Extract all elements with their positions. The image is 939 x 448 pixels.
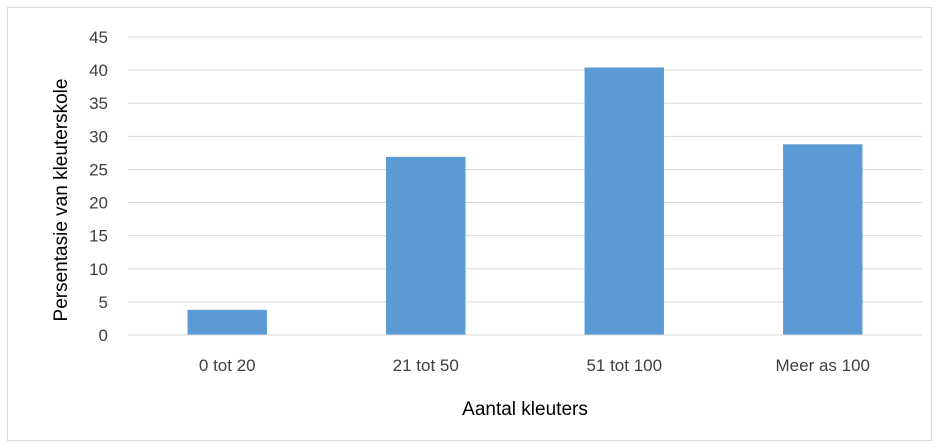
x-tick-label: 0 tot 20 [199, 356, 256, 375]
y-tick-label: 5 [99, 293, 108, 312]
y-tick-label: 45 [89, 28, 108, 47]
y-tick-label: 15 [89, 227, 108, 246]
y-tick-label: 10 [89, 260, 108, 279]
x-axis-title: Aantal kleuters [462, 399, 588, 420]
y-tick-label: 20 [89, 194, 108, 213]
bar [783, 144, 863, 335]
bar [187, 309, 267, 335]
x-tick-label: 51 tot 100 [586, 356, 662, 375]
y-tick-label: 25 [89, 160, 108, 179]
x-tick-label: Meer as 100 [776, 356, 871, 375]
y-tick-label: 35 [89, 94, 108, 113]
y-tick-labels: 0 5 10 15 20 25 30 35 40 45 [89, 28, 108, 345]
bars [187, 67, 863, 335]
y-tick-label: 0 [99, 326, 108, 345]
y-axis-title: Persentasie van kleuterskole [51, 79, 72, 322]
y-tick-label: 40 [89, 61, 108, 80]
y-tick-label: 30 [89, 127, 108, 146]
x-tick-label: 21 tot 50 [393, 356, 459, 375]
bar [386, 156, 466, 335]
chart-frame [7, 7, 932, 441]
bar [584, 67, 664, 335]
x-tick-labels: 0 tot 20 21 tot 50 51 tot 100 Meer as 100 [199, 356, 870, 375]
